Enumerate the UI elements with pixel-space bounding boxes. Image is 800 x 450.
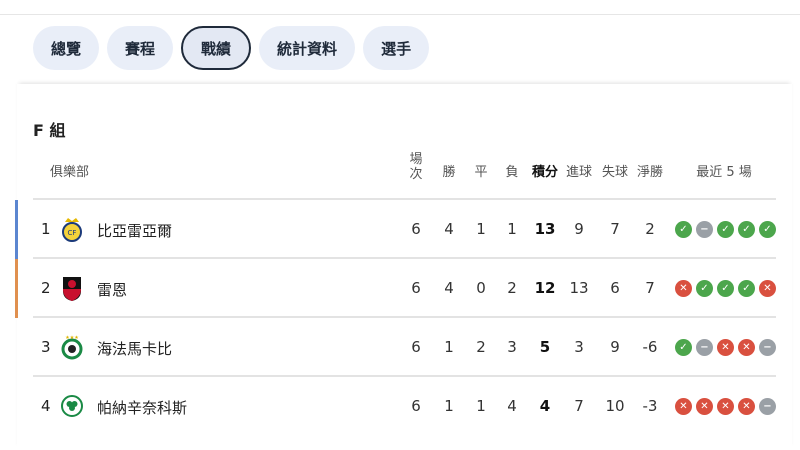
cell-points: 12 (534, 279, 556, 297)
win-icon[interactable]: ✓ (738, 221, 755, 238)
cell-points: 13 (534, 220, 556, 238)
tab-overview[interactable]: 總覽 (33, 26, 100, 70)
loss-icon[interactable]: ✕ (675, 280, 692, 297)
cell-points: 4 (539, 397, 551, 415)
tab-stats[interactable]: 統計資料 (259, 26, 356, 70)
cell-ga: 9 (610, 338, 620, 356)
cell-gf: 3 (574, 338, 584, 356)
table-row[interactable]: 4 帕納辛奈科斯 6 1 1 4 4 7 10 -3 ✕ ✕ ✕ ✕ − (33, 375, 776, 436)
cell-won: 4 (444, 220, 454, 238)
win-icon[interactable]: ✓ (717, 280, 734, 297)
cell-won: 1 (444, 338, 454, 356)
header-gf: 進球 (565, 165, 593, 180)
header-drawn: 平 (474, 165, 488, 180)
tab-players[interactable]: 選手 (363, 26, 430, 70)
panathinaikos-crest-icon (61, 393, 83, 419)
club-name[interactable]: 雷恩 (97, 281, 128, 299)
tab-bar: 總覽 賽程 戰績 統計資料 選手 (33, 26, 430, 70)
header-points: 積分 (531, 165, 559, 180)
recent-form: ✓ − ✓ ✓ ✓ (675, 221, 776, 238)
cell-played: 6 (411, 220, 421, 238)
win-icon[interactable]: ✓ (738, 280, 755, 297)
cell-gd: 2 (645, 220, 655, 238)
table-row[interactable]: 1 CF 比亞雷亞爾 6 4 1 1 13 9 7 2 ✓ − ✓ ✓ ✓ (15, 198, 776, 259)
cell-drawn: 2 (476, 338, 486, 356)
header-ga: 失球 (601, 165, 629, 180)
cell-gd: -6 (642, 338, 658, 356)
cell-lost: 3 (507, 338, 517, 356)
cell-lost: 2 (507, 279, 517, 297)
header-won: 勝 (442, 165, 456, 180)
cell-gf: 13 (569, 279, 589, 297)
cell-drawn: 0 (476, 279, 486, 297)
cell-lost: 1 (507, 220, 517, 238)
loss-icon[interactable]: ✕ (675, 398, 692, 415)
cell-ga: 7 (610, 220, 620, 238)
qualification-indicator (15, 200, 18, 259)
table-row[interactable]: 3 ★★★ 海法馬卡比 6 1 2 3 5 3 9 -6 ✓ − ✕ ✕ − (33, 316, 776, 377)
cell-gf: 7 (574, 397, 584, 415)
loss-icon[interactable]: ✕ (759, 280, 776, 297)
club-name[interactable]: 帕納辛奈科斯 (97, 399, 188, 417)
svg-text:CF: CF (68, 229, 77, 237)
loss-icon[interactable]: ✕ (738, 398, 755, 415)
villarreal-crest-icon: CF (61, 216, 83, 242)
cell-played: 6 (411, 397, 421, 415)
group-title: F 組 (33, 121, 66, 140)
cell-gd: 7 (645, 279, 655, 297)
cell-won: 1 (444, 397, 454, 415)
win-icon[interactable]: ✓ (675, 339, 692, 356)
win-icon[interactable]: ✓ (759, 221, 776, 238)
draw-icon[interactable]: − (696, 221, 713, 238)
maccabi-haifa-crest-icon: ★★★ (61, 334, 83, 360)
recent-form: ✕ ✓ ✓ ✓ ✕ (675, 280, 776, 297)
header-played: 場 次 (409, 152, 423, 182)
cell-ga: 6 (610, 279, 620, 297)
qualification-indicator (15, 259, 18, 318)
cell-points: 5 (539, 338, 551, 356)
loss-icon[interactable]: ✕ (717, 398, 734, 415)
svg-text:★★★: ★★★ (65, 335, 79, 341)
draw-icon[interactable]: − (759, 339, 776, 356)
cell-lost: 4 (507, 397, 517, 415)
cell-drawn: 1 (476, 397, 486, 415)
recent-form: ✓ − ✕ ✕ − (675, 339, 776, 356)
club-name[interactable]: 海法馬卡比 (97, 340, 173, 358)
draw-icon[interactable]: − (696, 339, 713, 356)
cell-won: 4 (444, 279, 454, 297)
recent-form: ✕ ✕ ✕ ✕ − (675, 398, 776, 415)
cell-ga: 10 (605, 397, 625, 415)
header-club: 俱樂部 (50, 165, 90, 180)
rennes-crest-icon (61, 275, 83, 301)
cell-gd: -3 (642, 397, 658, 415)
cell-drawn: 1 (476, 220, 486, 238)
cell-gf: 9 (574, 220, 584, 238)
header-gd: 淨勝 (636, 165, 664, 180)
loss-icon[interactable]: ✕ (738, 339, 755, 356)
header-lost: 負 (505, 165, 519, 180)
cell-played: 6 (411, 338, 421, 356)
win-icon[interactable]: ✓ (675, 221, 692, 238)
table-header: 俱樂部 場 次 勝 平 負 積分 進球 失球 淨勝 最近 5 場 (0, 150, 800, 192)
club-name[interactable]: 比亞雷亞爾 (97, 222, 173, 240)
top-divider (0, 14, 800, 15)
win-icon[interactable]: ✓ (696, 280, 713, 297)
table-row[interactable]: 2 雷恩 6 4 0 2 12 13 6 7 ✕ ✓ ✓ ✓ ✕ (15, 257, 776, 318)
rank: 3 (41, 338, 51, 356)
rank: 2 (41, 279, 51, 297)
rank: 1 (41, 220, 51, 238)
tab-standings[interactable]: 戰績 (181, 26, 252, 70)
loss-icon[interactable]: ✕ (696, 398, 713, 415)
loss-icon[interactable]: ✕ (717, 339, 734, 356)
tab-matches[interactable]: 賽程 (107, 26, 174, 70)
rank: 4 (41, 397, 51, 415)
win-icon[interactable]: ✓ (717, 221, 734, 238)
draw-icon[interactable]: − (759, 398, 776, 415)
header-form: 最近 5 場 (696, 165, 752, 180)
cell-played: 6 (411, 279, 421, 297)
